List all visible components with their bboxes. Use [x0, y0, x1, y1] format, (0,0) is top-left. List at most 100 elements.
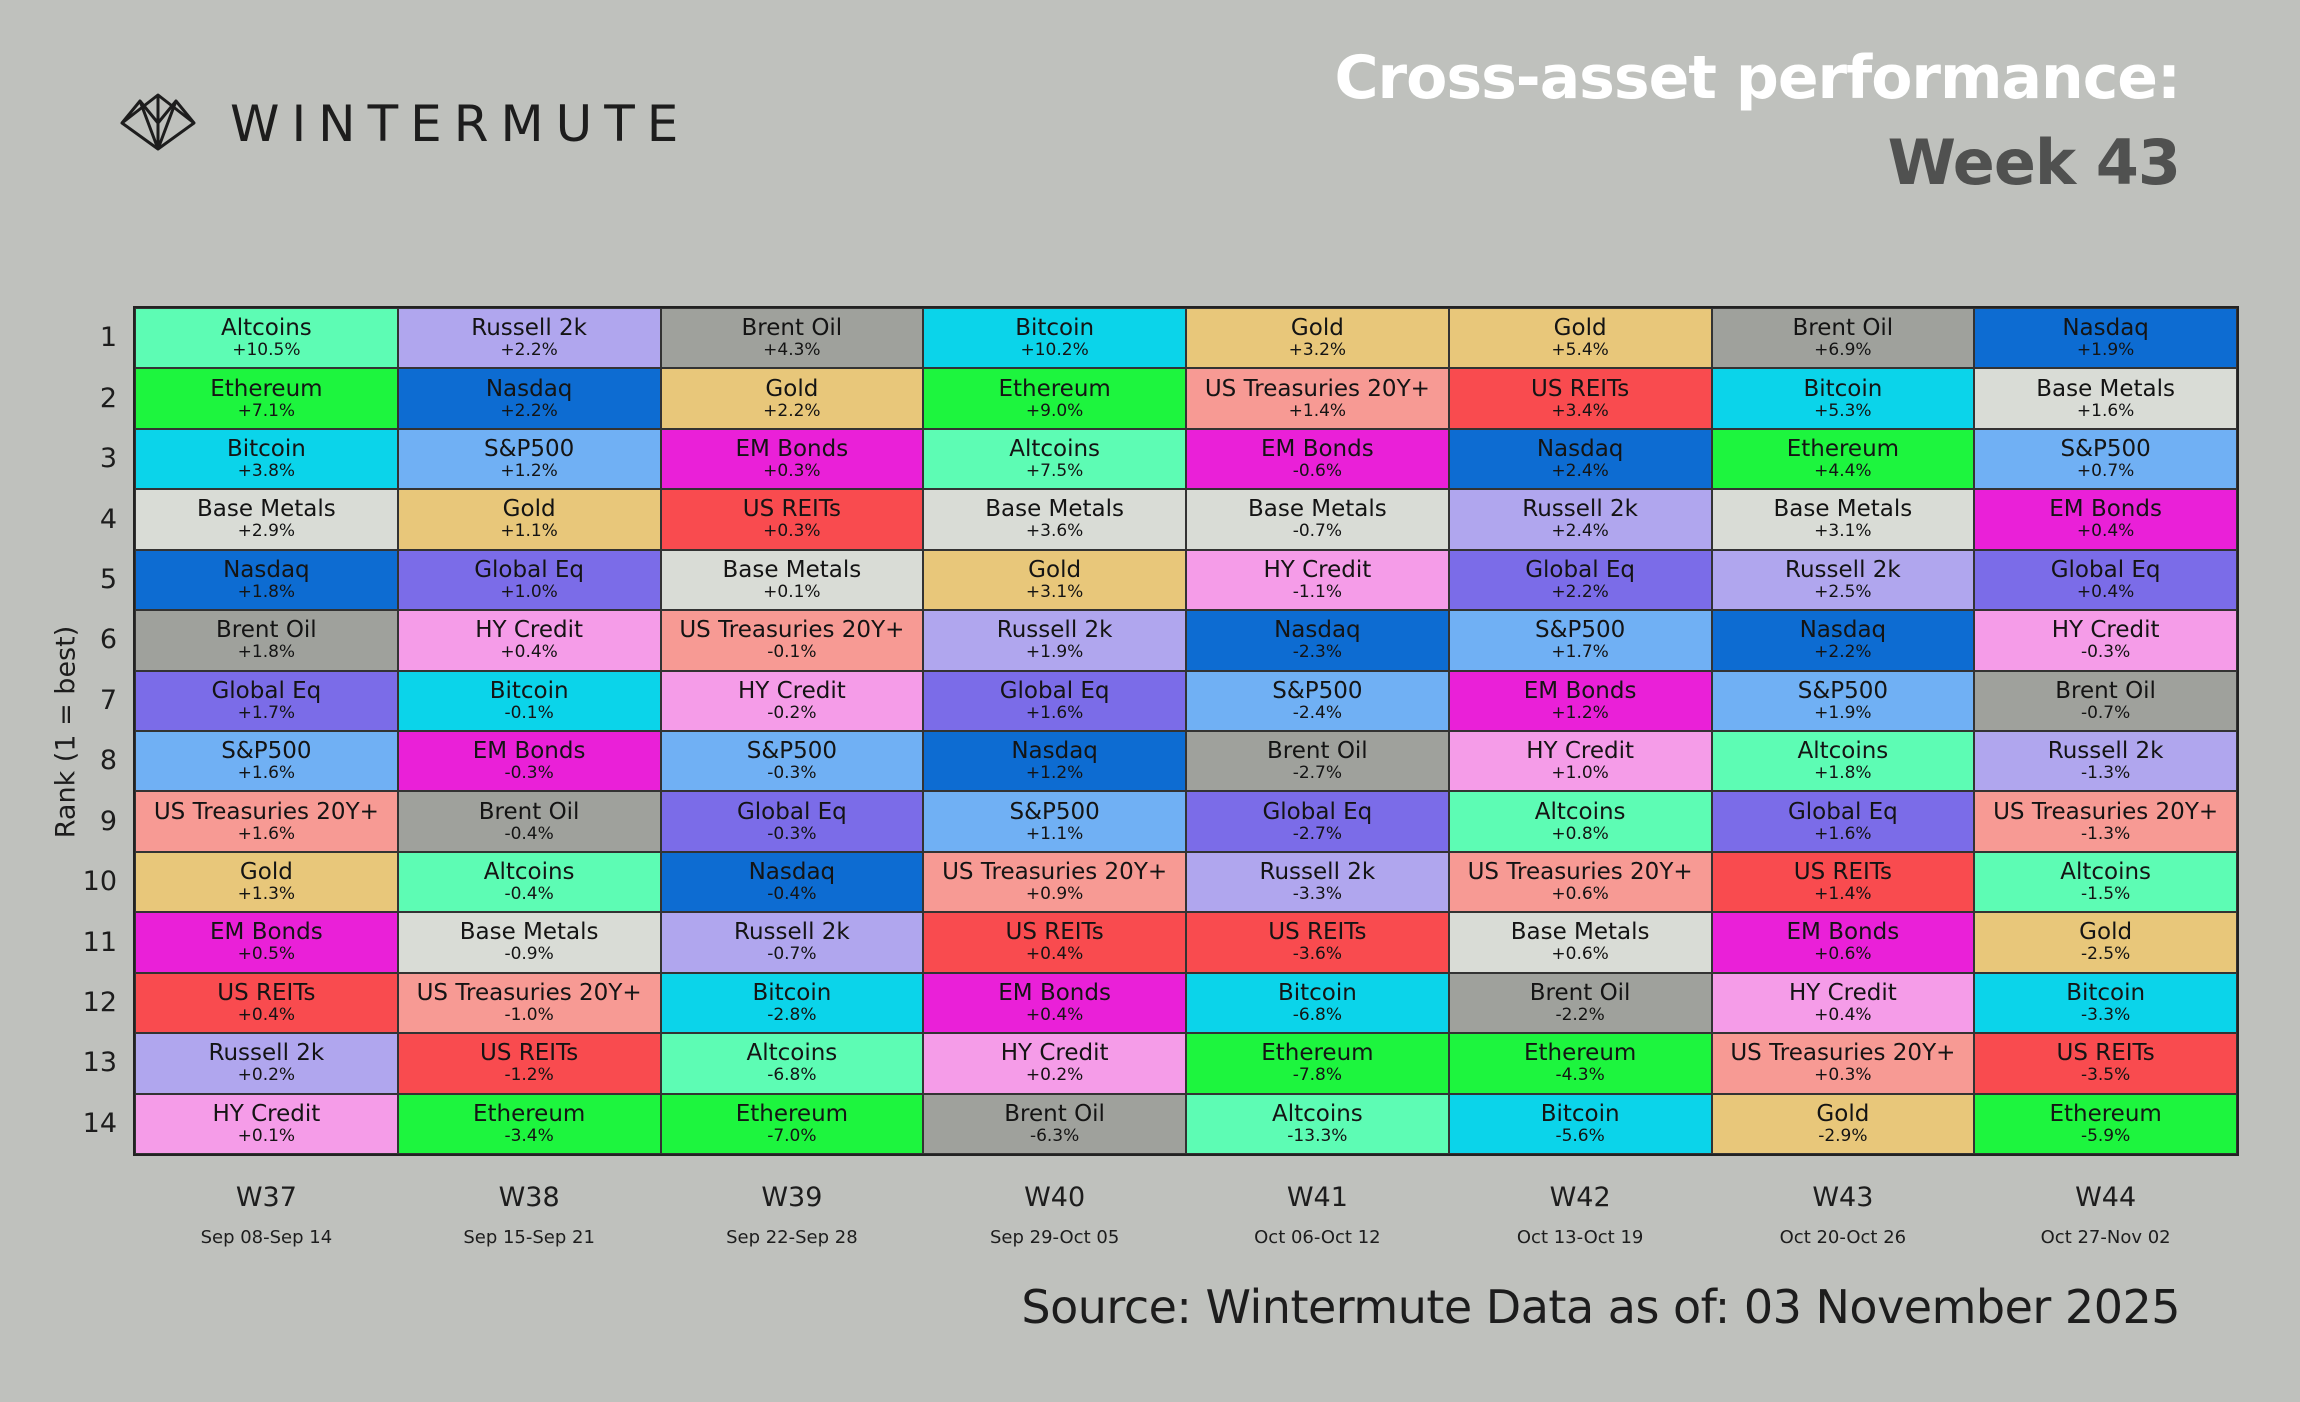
week-number: W44: [2075, 1182, 2137, 1213]
rank-cell: Bitcoin -5.6%: [1448, 1093, 1712, 1154]
rank-cell: Base Metals +3.6%: [923, 489, 1186, 550]
week-dates: Oct 27-Nov 02: [2040, 1227, 2171, 1248]
asset-performance: -0.1%: [504, 702, 554, 723]
rank-cell: Russell 2k +0.2%: [135, 1033, 398, 1094]
asset-name: US Treasuries 20Y+: [1467, 859, 1693, 886]
asset-name: Base Metals: [196, 496, 336, 523]
rank-cell: Global Eq +1.6%: [923, 670, 1186, 731]
asset-name: S&P500: [1797, 677, 1889, 704]
asset-performance: -0.4%: [504, 884, 554, 905]
asset-name: Bitcoin: [1803, 375, 1883, 402]
week-dates: Oct 13-Oct 19: [1516, 1227, 1644, 1248]
asset-performance: -5.9%: [2080, 1125, 2131, 1146]
asset-performance: +1.8%: [1814, 763, 1872, 784]
asset-name: Russell 2k: [1785, 556, 1901, 583]
asset-performance: +1.2%: [1025, 763, 1084, 784]
asset-name: Brent Oil: [1004, 1100, 1105, 1127]
asset-name: Global Eq: [999, 677, 1110, 704]
rank-cell: HY Credit -1.1%: [1186, 549, 1449, 611]
asset-performance: +1.7%: [1551, 642, 1609, 663]
asset-name: US Treasuries 20Y+: [1204, 375, 1430, 402]
asset-name: Global Eq: [1787, 798, 1898, 825]
chart-subtitle: Week 43: [1887, 126, 2181, 199]
asset-name: EM Bonds: [472, 738, 586, 765]
asset-name: Altcoins: [2060, 859, 2152, 886]
asset-name: Ethereum: [735, 1100, 849, 1127]
asset-name: Bitcoin: [2066, 979, 2146, 1006]
asset-name: Nasdaq: [1536, 436, 1624, 463]
source-note: Source: Wintermute Data as of: 03 Novemb…: [1021, 1280, 2180, 1334]
week-dates: Sep 22-Sep 28: [726, 1227, 858, 1248]
asset-performance: -0.6%: [1292, 461, 1343, 482]
asset-performance: +10.2%: [1020, 340, 1089, 361]
asset-performance: +1.6%: [1025, 702, 1084, 723]
asset-name: Ethereum: [1523, 1040, 1637, 1067]
rank-cell: Altcoins -13.3%: [1186, 1093, 1449, 1154]
asset-performance: +2.2%: [500, 400, 558, 421]
rank-cell: Base Metals +0.1%: [660, 549, 924, 611]
asset-name: Altcoins: [1271, 1100, 1363, 1127]
asset-performance: -2.3%: [1292, 642, 1343, 663]
rank-cell: EM Bonds +0.5%: [135, 912, 398, 973]
rank-tick-label: 2: [99, 382, 117, 414]
rank-cell: Altcoins -1.5%: [1974, 851, 2237, 913]
asset-name: Global Eq: [736, 798, 847, 825]
week-dates: Oct 06-Oct 12: [1254, 1227, 1381, 1248]
rank-cell: Global Eq +0.4%: [1974, 549, 2237, 611]
asset-performance: +1.7%: [237, 702, 296, 723]
rank-tick-label: 7: [99, 684, 117, 716]
asset-performance: +1.8%: [237, 581, 296, 602]
asset-name: Gold: [1553, 315, 1607, 342]
asset-name: Ethereum: [1786, 436, 1900, 463]
asset-performance: +3.2%: [1288, 340, 1347, 361]
rank-cell: HY Credit -0.3%: [1974, 610, 2237, 671]
asset-performance: -2.8%: [767, 1004, 817, 1025]
rank-cell: US Treasuries 20Y+ +0.3%: [1711, 1033, 1975, 1094]
asset-performance: -13.3%: [1287, 1125, 1348, 1146]
rank-cell: Bitcoin -0.1%: [397, 670, 661, 731]
rank-cell: Russell 2k -3.3%: [1186, 851, 1449, 913]
rank-cell: S&P500 +1.6%: [135, 731, 398, 792]
rank-tick-label: 3: [99, 443, 117, 475]
rank-cell: Altcoins +1.8%: [1711, 731, 1975, 792]
asset-name: Ethereum: [210, 375, 323, 402]
rank-cell: Nasdaq +1.8%: [135, 549, 398, 611]
asset-performance: +9.0%: [1025, 400, 1084, 421]
asset-name: Base Metals: [1773, 496, 1913, 523]
week-number: W40: [1024, 1182, 1086, 1213]
asset-name: S&P500: [1272, 677, 1363, 704]
asset-name: S&P500: [483, 436, 575, 463]
asset-name: Russell 2k: [734, 919, 850, 946]
rank-cell: Base Metals -0.9%: [397, 912, 661, 973]
rank-cell: EM Bonds +1.2%: [1448, 670, 1712, 731]
asset-name: Russell 2k: [1522, 496, 1638, 523]
rank-cell: Brent Oil -6.3%: [923, 1093, 1186, 1154]
asset-performance: -0.3%: [2080, 642, 2131, 663]
week-number: W42: [1549, 1182, 1611, 1213]
rank-cell: S&P500 +0.7%: [1974, 428, 2237, 490]
wintermute-logo-icon: [118, 91, 198, 157]
asset-name: Brent Oil: [2055, 677, 2156, 704]
week-dates: Sep 29-Oct 05: [989, 1227, 1120, 1248]
asset-performance: +5.3%: [1814, 400, 1872, 421]
rank-cell: Russell 2k -0.7%: [660, 912, 924, 973]
rank-cell: Gold +2.2%: [660, 368, 924, 429]
asset-name: Base Metals: [985, 496, 1125, 523]
asset-name: Bitcoin: [1015, 315, 1095, 342]
asset-performance: -0.7%: [767, 944, 817, 965]
asset-name: S&P500: [746, 738, 838, 765]
rank-cell: Gold -2.5%: [1974, 912, 2237, 973]
rank-cell: Nasdaq +1.2%: [923, 731, 1186, 792]
rank-cell: Gold +3.2%: [1186, 308, 1449, 369]
asset-name: US Treasuries 20Y+: [679, 617, 905, 644]
chart-title-block: Cross-asset performance: Week 43: [1335, 48, 2181, 199]
asset-name: Brent Oil: [478, 798, 580, 825]
rank-cell: Russell 2k +2.2%: [397, 308, 661, 369]
asset-name: Base Metals: [459, 919, 599, 946]
asset-performance: -0.3%: [504, 763, 554, 784]
asset-performance: +2.4%: [1551, 521, 1609, 542]
asset-performance: -1.2%: [504, 1065, 554, 1086]
asset-performance: +3.4%: [1551, 400, 1609, 421]
rank-cell: Gold +1.1%: [397, 489, 661, 550]
rank-cell: HY Credit +1.0%: [1448, 731, 1712, 792]
